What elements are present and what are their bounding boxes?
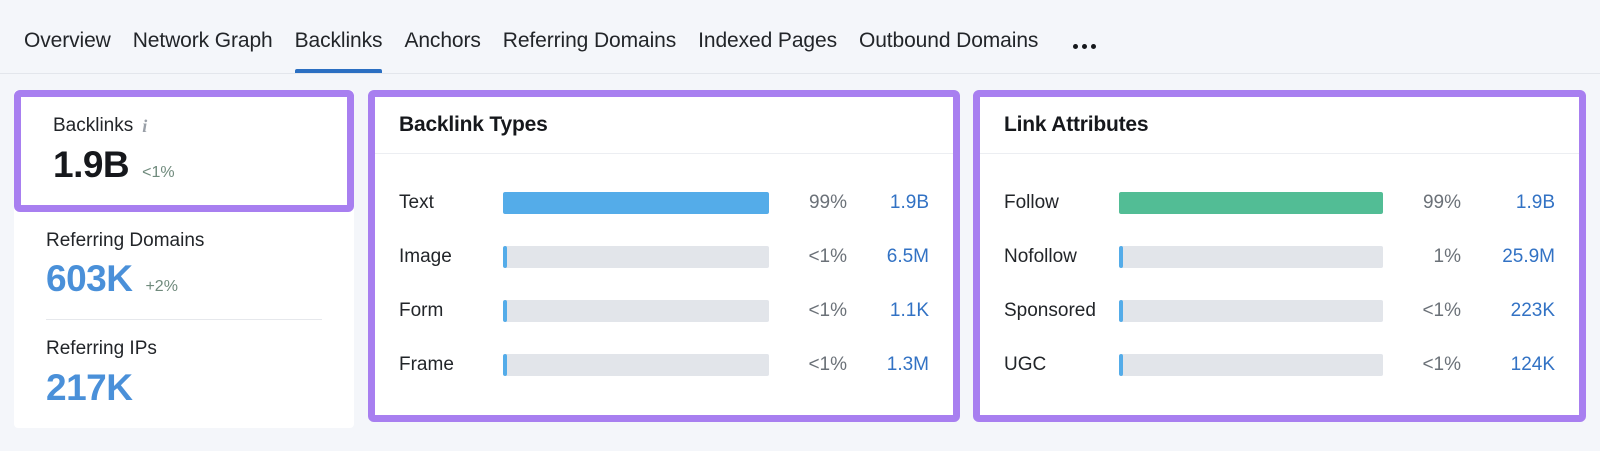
row-percent: <1% xyxy=(808,300,847,321)
row-value[interactable]: 1.3M xyxy=(886,354,929,375)
bar-track xyxy=(503,246,769,268)
row-value[interactable]: 6.5M xyxy=(886,246,929,267)
bar-track xyxy=(1119,354,1383,376)
metric-delta: +2% xyxy=(145,278,178,296)
tab-indexed-pages[interactable]: Indexed Pages xyxy=(687,30,848,73)
tab-list: Overview Network Graph Backlinks Anchors… xyxy=(24,30,1108,73)
tab-anchors[interactable]: Anchors xyxy=(393,30,491,73)
bar-fill xyxy=(1119,300,1123,322)
ellipsis-icon-dot xyxy=(1091,44,1097,49)
row-percent: <1% xyxy=(1422,354,1461,375)
card-title: Backlink Types xyxy=(375,97,953,154)
row-percent: 99% xyxy=(1422,192,1461,213)
bar-fill xyxy=(1119,192,1383,214)
backlinks-metric-highlight: Backlinks i 1.9B <1% xyxy=(14,90,354,212)
metric-backlinks[interactable]: Backlinks i 1.9B <1% xyxy=(21,97,347,205)
row-percent: 99% xyxy=(808,192,847,213)
table-row: Follow 99% 1.9B xyxy=(1004,176,1555,230)
bar-track xyxy=(503,300,769,322)
row-value[interactable]: 124K xyxy=(1510,354,1555,375)
tab-label: Backlinks xyxy=(294,29,383,52)
table-row: UGC <1% 124K xyxy=(1004,338,1555,392)
bar-fill xyxy=(503,192,769,214)
metric-label-text: Backlinks xyxy=(53,115,134,136)
metric-label: Backlinks i xyxy=(53,115,315,138)
row-label: Image xyxy=(399,246,452,267)
metrics-card: Backlinks i 1.9B <1% Referring Domains 6… xyxy=(14,90,354,428)
metric-divider xyxy=(46,319,322,321)
backlink-types-rows: Text 99% 1.9B Image <1% 6.5M Form <1% 1.… xyxy=(375,154,953,415)
more-tabs-button[interactable] xyxy=(1049,44,1108,73)
bar-fill xyxy=(503,246,507,268)
table-row: Frame <1% 1.3M xyxy=(399,338,929,392)
metric-label: Referring IPs xyxy=(46,338,322,361)
bar-fill xyxy=(503,300,507,322)
tab-label: Referring Domains xyxy=(502,29,677,52)
bar-track xyxy=(503,354,769,376)
row-percent: 1% xyxy=(1433,246,1461,267)
ellipsis-icon-dot xyxy=(1082,44,1088,49)
card-title: Link Attributes xyxy=(980,97,1579,154)
metric-value-row: 217K xyxy=(46,367,322,409)
table-row: Image <1% 6.5M xyxy=(399,230,929,284)
tab-outbound-domains[interactable]: Outbound Domains xyxy=(848,30,1049,73)
tab-referring-domains[interactable]: Referring Domains xyxy=(492,30,687,73)
metric-referring-domains[interactable]: Referring Domains 603K +2% xyxy=(14,212,354,320)
row-value[interactable]: 1.1K xyxy=(889,300,929,321)
metric-value-row: 603K +2% xyxy=(46,260,322,299)
tab-label: Network Graph xyxy=(132,29,273,52)
tab-label: Anchors xyxy=(404,29,481,52)
metric-value-row: 1.9B <1% xyxy=(53,143,315,185)
link-attributes-rows: Follow 99% 1.9B Nofollow 1% 25.9M Sponso… xyxy=(980,154,1579,415)
metric-value: 1.9B xyxy=(53,143,130,185)
bar-fill xyxy=(503,354,507,376)
metric-label-text: Referring IPs xyxy=(46,338,157,360)
row-percent: <1% xyxy=(808,246,847,267)
metric-referring-ips[interactable]: Referring IPs 217K xyxy=(14,320,354,428)
row-percent: <1% xyxy=(1422,300,1461,321)
row-label: Text xyxy=(399,192,434,213)
metric-value[interactable]: 603K xyxy=(46,258,133,300)
table-row: Nofollow 1% 25.9M xyxy=(1004,230,1555,284)
metric-value[interactable]: 217K xyxy=(46,367,133,409)
link-attributes-card-highlight: Link Attributes Follow 99% 1.9B Nofollow… xyxy=(973,90,1586,422)
row-value[interactable]: 25.9M xyxy=(1502,246,1555,267)
table-row: Sponsored <1% 223K xyxy=(1004,284,1555,338)
metric-label: Referring Domains xyxy=(46,230,322,253)
backlink-types-card-highlight: Backlink Types Text 99% 1.9B Image <1% 6… xyxy=(368,90,960,422)
row-value[interactable]: 1.9B xyxy=(1515,192,1555,213)
row-label: Form xyxy=(399,300,444,321)
info-icon[interactable]: i xyxy=(142,116,148,137)
row-value[interactable]: 223K xyxy=(1510,300,1555,321)
tab-label: Indexed Pages xyxy=(698,29,837,52)
row-label: Nofollow xyxy=(1004,246,1077,267)
bar-track xyxy=(503,192,769,214)
row-label: Frame xyxy=(399,354,454,375)
bar-fill xyxy=(1119,246,1123,268)
tab-label: Overview xyxy=(24,29,111,52)
row-percent: <1% xyxy=(808,354,847,375)
row-label: Follow xyxy=(1004,192,1059,213)
metric-delta: <1% xyxy=(142,163,175,181)
metrics-column: Backlinks i 1.9B <1% Referring Domains 6… xyxy=(14,90,354,428)
tab-overview[interactable]: Overview xyxy=(24,30,122,73)
row-label: UGC xyxy=(1004,354,1047,375)
table-row: Text 99% 1.9B xyxy=(399,176,929,230)
bar-fill xyxy=(1119,354,1123,376)
link-attributes-card: Link Attributes Follow 99% 1.9B Nofollow… xyxy=(980,97,1579,415)
bar-track xyxy=(1119,246,1383,268)
table-row: Form <1% 1.1K xyxy=(399,284,929,338)
bar-track xyxy=(1119,300,1383,322)
tab-network-graph[interactable]: Network Graph xyxy=(122,30,284,73)
tab-backlinks[interactable]: Backlinks xyxy=(284,30,394,73)
backlink-types-card: Backlink Types Text 99% 1.9B Image <1% 6… xyxy=(375,97,953,415)
dashboard-content: Backlinks i 1.9B <1% Referring Domains 6… xyxy=(0,74,1600,428)
ellipsis-icon-dot xyxy=(1073,44,1079,49)
row-label: Sponsored xyxy=(1004,300,1096,321)
metric-label-text: Referring Domains xyxy=(46,229,205,251)
row-value[interactable]: 1.9B xyxy=(889,192,929,213)
bar-track xyxy=(1119,192,1383,214)
tab-label: Outbound Domains xyxy=(858,29,1039,52)
tab-bar: Overview Network Graph Backlinks Anchors… xyxy=(0,0,1600,74)
